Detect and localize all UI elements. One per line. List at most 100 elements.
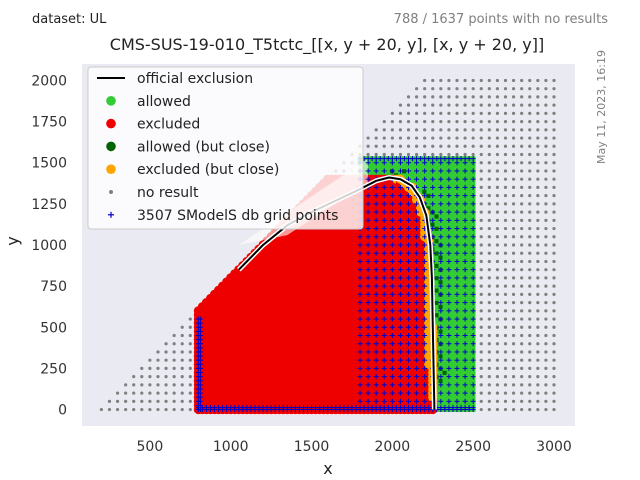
allowed-point <box>454 370 460 375</box>
allowed-point <box>458 267 464 273</box>
no-result-point <box>495 292 500 296</box>
allowed-point <box>466 238 472 244</box>
allowed-point <box>466 324 472 330</box>
allowed-point <box>470 329 476 334</box>
allowed-point <box>442 164 448 170</box>
no-result-point <box>511 169 516 173</box>
no-result-point <box>552 366 556 371</box>
no-result-point <box>544 284 548 288</box>
no-result-point <box>536 218 540 222</box>
no-result-point <box>511 210 516 214</box>
no-result-point <box>520 350 524 354</box>
no-result-point <box>431 128 435 132</box>
allowed-point <box>434 316 440 322</box>
allowed-point <box>462 213 468 219</box>
allowed-point <box>410 160 415 166</box>
allowed-point <box>458 279 464 285</box>
no-result-point <box>487 103 491 107</box>
no-result-point <box>511 350 516 354</box>
allowed-point <box>434 176 440 182</box>
no-result-point <box>471 119 475 124</box>
no-result-point <box>431 87 435 91</box>
no-result-point <box>471 95 475 99</box>
no-result-point <box>528 309 532 313</box>
allowed-point <box>450 242 456 248</box>
allowed-point <box>446 180 452 186</box>
no-result-point <box>520 383 524 387</box>
no-result-point <box>439 119 443 124</box>
no-result-point <box>447 144 451 148</box>
no-result-point <box>503 210 508 214</box>
allowed-point <box>446 304 452 310</box>
allowed-point <box>466 275 472 281</box>
allowed-point <box>466 390 472 396</box>
allowed-point <box>454 238 460 244</box>
allowed-point <box>442 312 448 318</box>
allowed-point <box>446 353 452 359</box>
allowed-point <box>458 378 464 384</box>
no-result-point <box>528 243 532 247</box>
no-result-point <box>552 103 556 107</box>
no-result-point <box>124 407 128 412</box>
no-result-point <box>487 276 491 280</box>
no-result-point <box>148 375 152 379</box>
no-result-point <box>552 194 556 198</box>
no-result-point <box>164 350 168 354</box>
no-result-point <box>495 144 500 148</box>
allowed-point <box>446 370 452 375</box>
allowed-point <box>442 263 448 268</box>
no-result-point <box>544 161 548 165</box>
allowed-point <box>442 180 448 186</box>
no-result-point <box>503 136 508 140</box>
no-result-point <box>487 78 491 83</box>
no-result-point <box>414 144 419 148</box>
allowed-point <box>458 394 464 400</box>
no-result-point <box>188 333 192 338</box>
allowed-point <box>458 304 464 310</box>
allowed-point <box>466 304 472 310</box>
allowed-point <box>454 172 460 178</box>
allowed-point <box>450 349 456 355</box>
no-result-point <box>164 399 168 403</box>
allowed-point <box>450 226 456 231</box>
allowed-point <box>402 168 407 174</box>
no-result-point <box>374 136 378 140</box>
allowed-point <box>442 238 448 244</box>
allowed-point <box>426 168 432 174</box>
no-result-point <box>479 350 483 354</box>
no-result-point <box>431 111 435 115</box>
allowed-point <box>454 386 460 392</box>
allowed-point <box>466 197 472 203</box>
allowed-point <box>438 263 444 268</box>
no-result-point <box>471 111 475 115</box>
allowed-point <box>442 185 448 190</box>
no-result-point <box>487 292 491 296</box>
no-result-point <box>164 375 168 379</box>
no-result-point <box>495 251 500 255</box>
no-result-point <box>536 276 540 280</box>
no-result-point <box>520 161 524 165</box>
no-result-point <box>172 342 176 346</box>
allowed-point <box>462 246 468 252</box>
no-result-point <box>552 169 556 173</box>
no-result-point <box>172 399 176 403</box>
no-result-point <box>431 78 435 83</box>
allowed-point <box>434 279 440 285</box>
no-result-point <box>536 375 540 379</box>
no-result-point <box>511 268 516 272</box>
allowed-point <box>470 222 476 227</box>
no-result-point <box>487 333 491 338</box>
allowed-point <box>470 189 476 194</box>
allowed-point <box>442 353 448 359</box>
allowed-point <box>369 164 375 170</box>
no-result-point <box>503 366 508 371</box>
allowed-point <box>418 164 423 170</box>
no-result-point <box>495 226 500 231</box>
no-result-point <box>463 103 467 107</box>
allowed-point <box>385 160 391 166</box>
allowed-point <box>450 172 456 178</box>
no-result-point <box>511 144 516 148</box>
allowed-point <box>426 180 432 186</box>
allowed-point <box>466 357 472 363</box>
no-result-point <box>140 375 144 379</box>
